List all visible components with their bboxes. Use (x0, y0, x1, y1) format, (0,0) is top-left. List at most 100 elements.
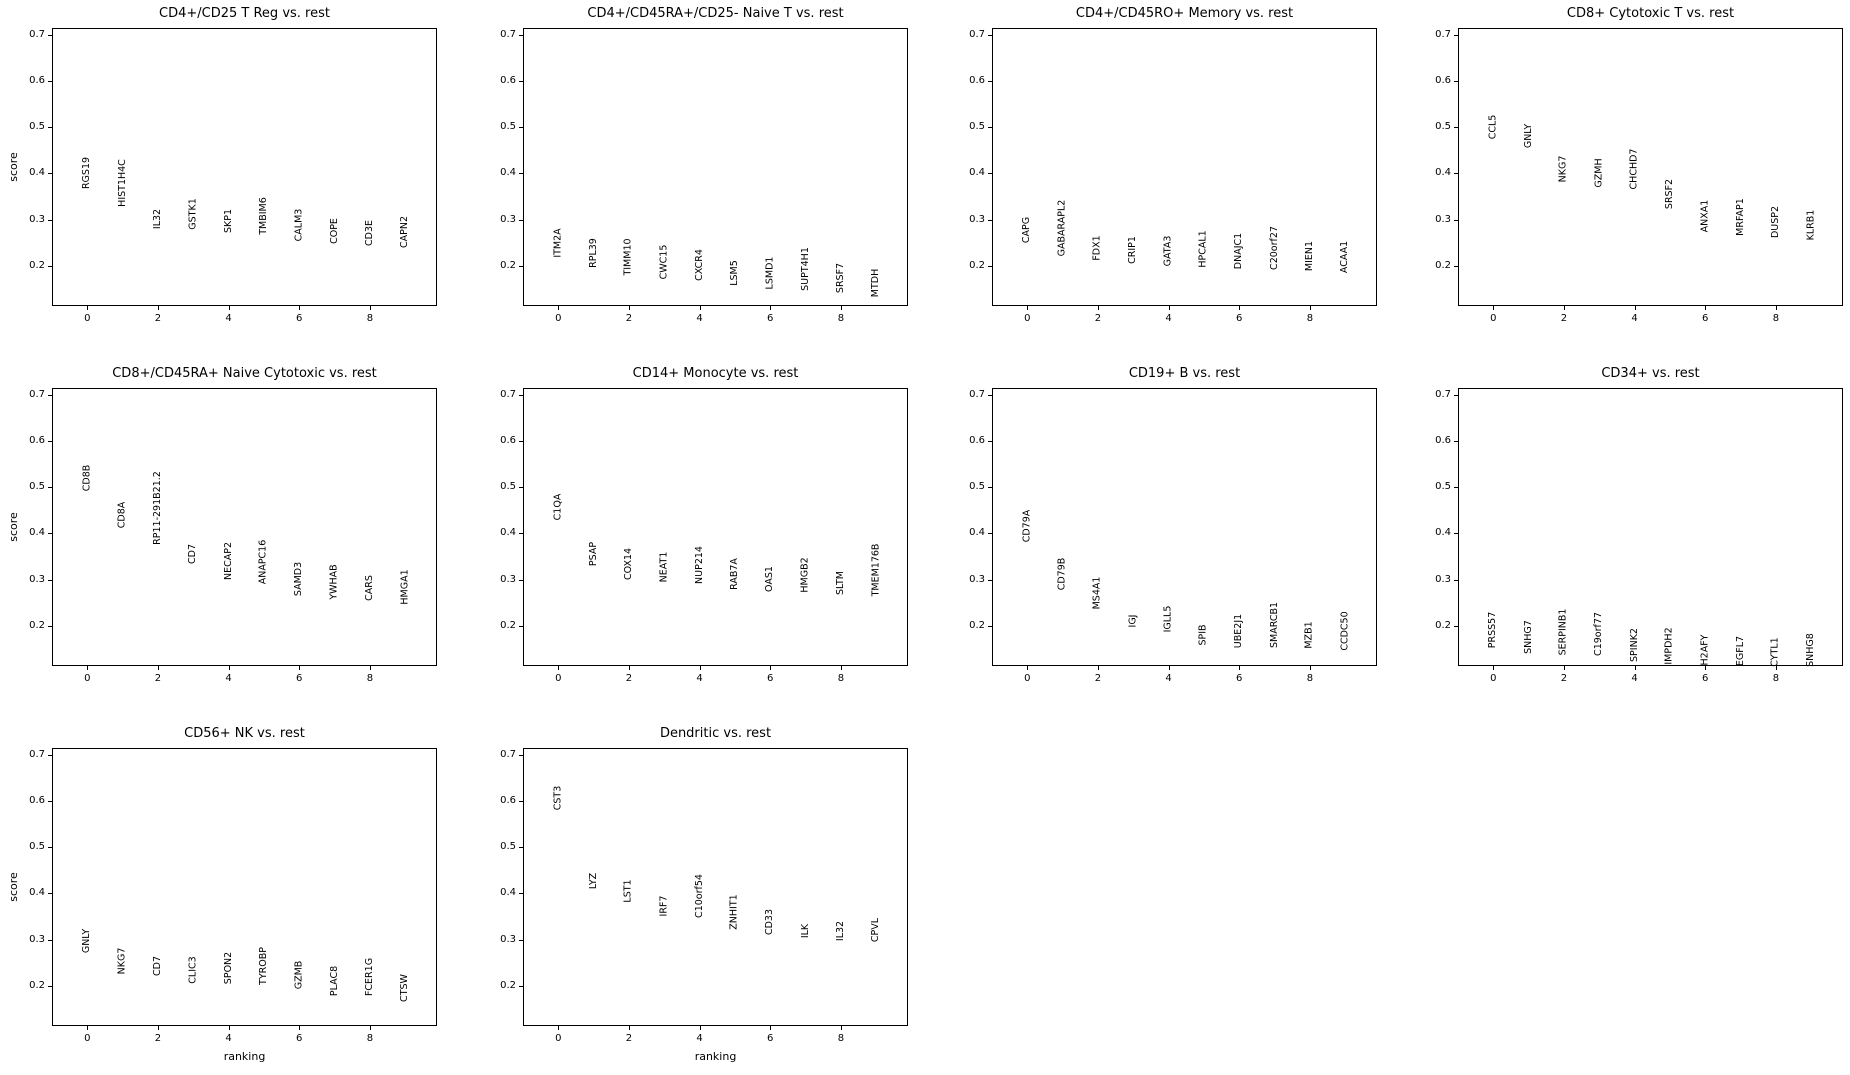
y-tick-mark (48, 847, 52, 849)
x-tick-label: 2 (154, 673, 162, 684)
gene-label: GABARAPL2 (1056, 199, 1068, 257)
y-tick-mark (1454, 625, 1458, 627)
y-tick-label: 0.3 (500, 933, 516, 945)
y-tick-label: 0.6 (500, 795, 516, 807)
gene-label: COX14 (623, 547, 635, 580)
axes-frame (523, 28, 908, 306)
y-tick-label: 0.6 (500, 75, 516, 87)
y-tick-mark (519, 893, 523, 895)
y-tick-mark (1454, 34, 1458, 36)
y-tick-label: 0.3 (500, 213, 516, 225)
subplot-title: CD34+ vs. rest (1601, 366, 1700, 381)
x-tick-mark (157, 306, 159, 310)
y-tick-label: 0.4 (29, 527, 45, 539)
y-tick-mark (1454, 81, 1458, 83)
y-tick-label: 0.5 (29, 121, 45, 133)
y-tick-mark (519, 985, 523, 987)
gene-label: NECAP2 (222, 541, 234, 580)
gene-label: PLAC8 (328, 965, 340, 997)
y-tick-mark (48, 34, 52, 36)
y-tick-label: 0.2 (969, 259, 985, 271)
x-tick-mark (699, 1026, 701, 1030)
gene-label: HMGB2 (799, 557, 811, 593)
y-tick-mark (48, 985, 52, 987)
y-tick-mark (48, 394, 52, 396)
x-tick-label: 6 (296, 313, 303, 324)
y-tick-mark (988, 487, 992, 489)
y-tick-mark (988, 394, 992, 396)
y-axis-label: score (6, 872, 20, 902)
x-tick-mark (369, 306, 371, 310)
gene-label: SRSF2 (1664, 179, 1676, 210)
gene-label: NEAT1 (658, 551, 670, 583)
subplot-title: CD8+/CD45RA+ Naive Cytotoxic vs. rest (112, 366, 377, 381)
x-tick-label: 2 (1094, 673, 1102, 684)
y-tick-mark (48, 579, 52, 581)
x-tick-mark (228, 1026, 230, 1030)
x-tick-label: 6 (296, 673, 303, 684)
y-tick-label: 0.5 (29, 841, 45, 853)
gene-label: GZMB (293, 960, 305, 989)
gene-label: SRSF7 (834, 262, 846, 293)
subplot-title: CD4+/CD25 T Reg vs. rest (159, 6, 330, 21)
gene-label: IRF7 (658, 895, 670, 917)
y-tick-label: 0.6 (1435, 75, 1451, 87)
x-tick-mark (699, 306, 701, 310)
x-tick-label: 6 (1236, 313, 1243, 324)
gene-label: DUSP2 (1769, 205, 1781, 238)
x-tick-mark (1027, 666, 1029, 670)
y-tick-mark (988, 219, 992, 221)
y-tick-mark (519, 533, 523, 535)
y-tick-mark (519, 487, 523, 489)
x-tick-label: 4 (1631, 313, 1638, 324)
gene-label: CCL5 (1487, 114, 1499, 140)
y-tick-label: 0.4 (500, 167, 516, 179)
gene-label: ANXA1 (1699, 199, 1711, 233)
x-tick-mark (299, 1026, 301, 1030)
x-tick-label: 0 (1490, 313, 1497, 324)
y-tick-label: 0.3 (1435, 213, 1451, 225)
gene-label: IMPDH2 (1664, 627, 1676, 665)
x-tick-mark (840, 666, 842, 670)
x-tick-mark (1634, 306, 1636, 310)
gene-label: FDX1 (1092, 235, 1104, 261)
y-tick-label: 0.5 (500, 121, 516, 133)
y-tick-mark (1454, 487, 1458, 489)
gene-label: CD3E (363, 219, 375, 246)
gene-label: FCER1G (363, 958, 375, 997)
y-tick-label: 0.7 (29, 28, 45, 40)
x-tick-mark (1309, 666, 1311, 670)
gene-label: HPCAL1 (1198, 230, 1210, 268)
y-tick-mark (519, 394, 523, 396)
gene-label: C19orf77 (1593, 612, 1605, 657)
x-tick-label: 2 (154, 1033, 162, 1044)
x-tick-label: 4 (225, 673, 232, 684)
y-tick-label: 0.2 (29, 619, 45, 631)
y-tick-mark (519, 81, 523, 83)
x-tick-label: 8 (837, 673, 845, 684)
gene-label: HIST1H4C (116, 159, 128, 207)
x-tick-label: 2 (1560, 313, 1568, 324)
y-tick-label: 0.6 (1435, 435, 1451, 447)
subplot-title: CD56+ NK vs. rest (184, 726, 305, 741)
y-tick-label: 0.3 (1435, 573, 1451, 585)
gene-label: ITM2A (552, 228, 564, 258)
gene-label: GZMH (1593, 158, 1605, 188)
x-tick-label: 0 (84, 673, 91, 684)
gene-label: LST1 (623, 879, 635, 903)
gene-label: SPINK2 (1628, 628, 1640, 663)
gene-label: MRFAP1 (1734, 197, 1746, 236)
y-tick-mark (519, 219, 523, 221)
gene-label: CARS (363, 574, 375, 601)
y-tick-label: 0.2 (29, 259, 45, 271)
y-tick-mark (988, 441, 992, 443)
y-tick-label: 0.2 (500, 979, 516, 991)
x-tick-mark (369, 1026, 371, 1030)
gene-label: C20orf27 (1268, 225, 1280, 270)
y-tick-mark (519, 127, 523, 129)
gene-label: TMEM176B (870, 543, 882, 597)
x-tick-label: 0 (555, 313, 562, 324)
gene-label: SERPINB1 (1557, 608, 1569, 656)
x-tick-mark (558, 666, 560, 670)
